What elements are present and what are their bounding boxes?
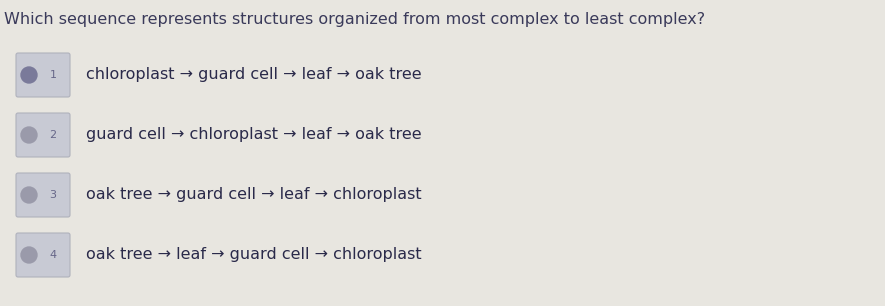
Text: Which sequence represents structures organized from most complex to least comple: Which sequence represents structures org… bbox=[4, 12, 705, 27]
FancyBboxPatch shape bbox=[16, 173, 70, 217]
Circle shape bbox=[21, 247, 37, 263]
FancyBboxPatch shape bbox=[16, 53, 70, 97]
Text: chloroplast → guard cell → leaf → oak tree: chloroplast → guard cell → leaf → oak tr… bbox=[86, 68, 421, 83]
Circle shape bbox=[21, 127, 37, 143]
Text: oak tree → guard cell → leaf → chloroplast: oak tree → guard cell → leaf → chloropla… bbox=[86, 188, 421, 203]
Circle shape bbox=[21, 187, 37, 203]
Text: 3: 3 bbox=[50, 190, 57, 200]
Circle shape bbox=[21, 67, 37, 83]
FancyBboxPatch shape bbox=[16, 113, 70, 157]
Text: guard cell → chloroplast → leaf → oak tree: guard cell → chloroplast → leaf → oak tr… bbox=[86, 128, 421, 143]
Text: 4: 4 bbox=[50, 250, 57, 260]
FancyBboxPatch shape bbox=[16, 233, 70, 277]
Text: oak tree → leaf → guard cell → chloroplast: oak tree → leaf → guard cell → chloropla… bbox=[86, 248, 421, 263]
Text: 2: 2 bbox=[50, 130, 57, 140]
Text: 1: 1 bbox=[50, 70, 57, 80]
